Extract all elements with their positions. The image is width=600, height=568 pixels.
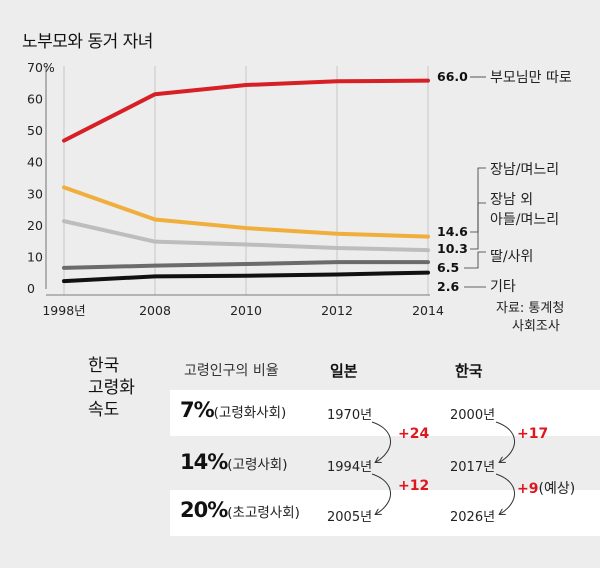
korea-diff-num: +9	[517, 481, 539, 497]
leader-line	[464, 251, 486, 269]
row-label: 20%(초고령사회)	[180, 498, 300, 522]
series-name-label: 장남/며느리	[490, 162, 559, 178]
series-end-value: 66.0	[437, 69, 468, 84]
leader-line	[470, 167, 486, 233]
y-tick-label: 70%	[27, 60, 55, 75]
row-pct: 20%	[180, 498, 228, 522]
series-line	[62, 219, 430, 253]
series-name-label: 아들/며느리	[490, 212, 559, 228]
source-line-2: 사회조사	[512, 319, 560, 334]
row-desc: (고령화사회)	[213, 405, 287, 421]
table-title-line: 고령화	[88, 378, 135, 398]
row-desc: (초고령사회)	[227, 505, 300, 521]
korea-diff-num: +17	[517, 426, 549, 442]
y-axis: 70% 60 50 40 30 20 10 0	[27, 60, 55, 296]
chart-title: 노부모와 동거 자녀	[22, 32, 153, 52]
korea-year: 2017년	[450, 460, 496, 475]
row-label: 7%(고령화사회)	[180, 398, 286, 422]
korea-diff: +17	[517, 426, 548, 442]
x-tick-label: 2010	[230, 303, 262, 318]
header-japan: 일본	[330, 362, 358, 380]
japan-diff: +24	[398, 426, 430, 442]
y-tick-label: 0	[27, 281, 35, 296]
table-title: 한국 고령화 속도	[88, 355, 158, 421]
series-line	[62, 78, 430, 143]
y-tick-label: 10	[27, 249, 43, 264]
x-axis: 1998년 2008 2010 2012 2014	[42, 303, 444, 318]
header-korea: 한국	[455, 362, 483, 380]
transition-arrows	[371, 421, 515, 568]
korea-diff-note: (예상)	[538, 481, 576, 497]
japan-year: 1994년	[327, 460, 373, 475]
source-line-1: 자료: 통계청	[496, 301, 564, 316]
y-tick-label: 50	[27, 123, 43, 138]
arrow	[371, 473, 391, 514]
leader-line	[470, 202, 486, 250]
x-tick-label: 1998년	[42, 303, 85, 318]
series-end-value: 2.6	[437, 279, 459, 294]
japan-diff: +12	[398, 478, 430, 494]
series-end-value: 10.3	[437, 241, 468, 256]
x-tick-label: 2012	[321, 303, 353, 318]
y-tick-label: 20	[27, 218, 43, 233]
row-desc: (고령사회)	[227, 457, 288, 473]
series-lines	[62, 78, 430, 284]
korea-year: 2000년	[450, 408, 496, 423]
x-tick-label: 2008	[139, 303, 171, 318]
table-title-line: 한국	[88, 356, 120, 376]
row-pct: 14%	[180, 450, 228, 474]
row-pct: 7%	[180, 398, 215, 422]
japan-year: 1970년	[327, 408, 373, 423]
series-name-label: 장남 외	[490, 192, 533, 208]
table-title-line: 속도	[88, 400, 120, 420]
row-background	[170, 390, 600, 436]
japan-year: 2005년	[327, 510, 373, 525]
series-end-value: 14.6	[437, 224, 468, 239]
aging-speed-table: 한국 고령화 속도 고령인구의 비율 일본 한국 7%(고령화사회) 14%(고…	[0, 350, 600, 568]
series-name-label: 딸/사위	[490, 249, 533, 265]
arrow	[495, 421, 515, 462]
y-tick-label: 60	[27, 92, 43, 107]
chart-grid	[45, 66, 430, 296]
series-line	[62, 260, 430, 270]
korea-year: 2026년	[450, 510, 496, 525]
y-tick-label: 40	[27, 155, 43, 170]
arrow	[371, 421, 391, 462]
series-line	[62, 270, 430, 284]
y-tick-label: 30	[27, 186, 43, 201]
series-name-label: 부모님만 따로	[490, 70, 572, 86]
series-line	[62, 185, 430, 239]
x-tick-label: 2014	[412, 303, 444, 318]
series-labels: 66.0 부모님만 따로 14.6 장남/며느리 10.3 장남 외아들/며느리 6.5 딸/…	[437, 69, 572, 295]
header-ratio: 고령인구의 비율	[184, 363, 279, 379]
series-end-value: 6.5	[437, 260, 459, 275]
arrow	[495, 473, 515, 514]
series-name-label: 기타	[490, 279, 516, 295]
row-background	[170, 490, 600, 536]
korea-diff: +9(예상)	[517, 478, 575, 498]
row-label: 14%(고령사회)	[180, 450, 287, 474]
